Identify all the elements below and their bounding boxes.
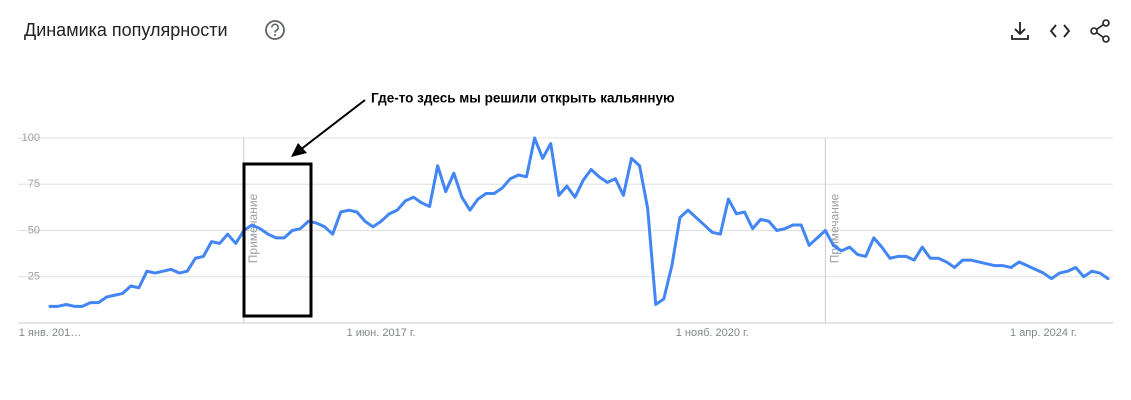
note-label: Примечание (246, 193, 260, 263)
annotation-callout: Где-то здесь мы решили открыть кальянную (242, 91, 675, 318)
plot: 25 50 75 100 1 янв. 201… 1 июн. 2017 г. 1 нояб… (18, 132, 1113, 339)
share-icon[interactable] (1090, 19, 1110, 43)
trend-line (48, 136, 1110, 308)
annotation-text: Где-то здесь мы решили открыть кальянную (371, 91, 675, 106)
widget-title: Динамика популярности (24, 20, 228, 40)
y-tick-label: 50 (28, 224, 40, 236)
x-tick-label: 1 июн. 2017 г. (347, 327, 416, 339)
embed-icon[interactable] (1049, 24, 1071, 38)
x-tick-label: 1 нояб. 2020 г. (676, 327, 749, 339)
y-tick-label: 25 (28, 271, 40, 283)
x-tick-label: 1 апр. 2024 г. (1010, 327, 1077, 339)
help-icon[interactable] (265, 20, 285, 40)
note-label: Примечание (828, 193, 842, 263)
y-tick-label: 75 (28, 178, 40, 190)
download-icon[interactable] (1011, 22, 1029, 40)
y-tick-label: 100 (22, 132, 40, 144)
x-tick-label: 1 янв. 201… (19, 327, 82, 339)
